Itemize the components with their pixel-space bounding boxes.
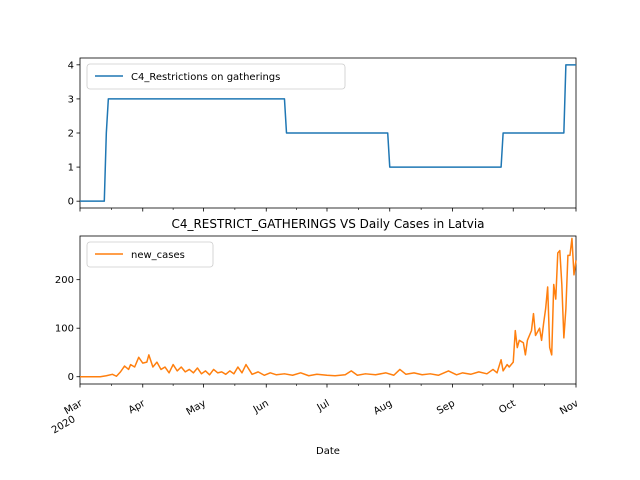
y-tick-label: 0	[68, 197, 74, 208]
upper-subplot: 0 1 2 3 4 C4_Restrictions on gatherings	[68, 57, 577, 212]
y-tick-label: 100	[55, 324, 74, 335]
y-tick-label: 0	[68, 372, 74, 383]
x-tick-label: Jun	[251, 398, 271, 416]
x-tick-label: Oct	[497, 398, 518, 416]
x-tick-label: Jul	[315, 398, 332, 414]
x-tick-year-label: 2020	[50, 414, 78, 436]
upper-legend-box	[86, 63, 346, 90]
lower-legend-box	[86, 241, 214, 268]
series-line	[80, 64, 576, 202]
y-tick-label: 3	[68, 94, 74, 105]
y-tick-label: 4	[68, 60, 74, 71]
x-tick-label: Mar	[63, 398, 86, 417]
lower-legend: new_cases	[86, 241, 214, 268]
x-tick-label: May	[185, 398, 208, 418]
y-tick-label: 2	[68, 129, 74, 140]
chart-title: C4_RESTRICT_GATHERINGS VS Daily Cases in…	[171, 217, 484, 231]
x-tick-label: Aug	[372, 398, 394, 417]
x-tick-label: Sep	[435, 398, 457, 417]
upper-legend-label: C4_Restrictions on gatherings	[131, 72, 280, 83]
y-tick-label: 1	[68, 163, 74, 174]
lower-y-axis-ticks: 0 100 200	[55, 275, 80, 383]
lower-legend-label: new_cases	[131, 250, 185, 261]
upper-y-axis-ticks: 0 1 2 3 4	[68, 60, 80, 208]
lower-plot-frame	[79, 235, 577, 385]
y-tick-label: 200	[55, 275, 74, 286]
series-line	[80, 237, 577, 378]
x-tick-label: Nov	[558, 398, 580, 417]
upper-series-lines	[80, 64, 576, 202]
lower-series-lines	[80, 237, 577, 378]
x-tick-label: Apr	[127, 398, 148, 417]
upper-x-axis-ticks	[79, 208, 577, 212]
upper-legend: C4_Restrictions on gatherings	[86, 63, 346, 90]
x-axis-label: Date	[316, 446, 340, 457]
